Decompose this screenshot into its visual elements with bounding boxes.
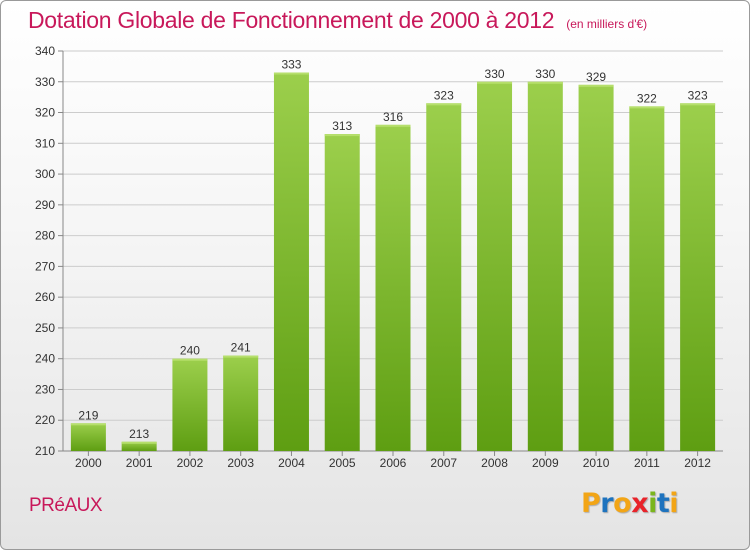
y-tick-label: 290 (35, 198, 55, 212)
value-label: 316 (383, 110, 403, 124)
y-tick-label: 250 (35, 321, 55, 335)
bar-2002 (172, 358, 208, 451)
axes: 210 220 230 240 250 260 270 280 290 300 310 320 330 3… (35, 44, 723, 470)
x-tick-label: 2002 (177, 456, 204, 470)
y-tick-label: 280 (35, 229, 55, 243)
x-tick-label: 2009 (532, 456, 559, 470)
x-tick-label: 2010 (583, 456, 610, 470)
chart-title: Dotation Globale de Fonctionnement de 20… (28, 7, 647, 34)
bar-top-edge (121, 441, 157, 444)
logo-letter: i (648, 488, 657, 519)
bar-2006 (375, 124, 411, 451)
y-tick-label: 310 (35, 136, 55, 150)
bar-top-edge (70, 423, 106, 426)
logo-letter: i (669, 488, 679, 519)
y-tick-label: 210 (35, 444, 55, 458)
y-tick-label: 320 (35, 106, 55, 120)
value-label: 240 (180, 344, 200, 358)
x-tick-label: 2005 (329, 456, 356, 470)
bar-top-edge (680, 103, 716, 106)
x-tick-label: 2006 (380, 456, 407, 470)
y-tick-label: 330 (35, 75, 55, 89)
x-tick-label: 2007 (430, 456, 457, 470)
bar-2001 (121, 441, 157, 451)
bar-top-edge (578, 84, 614, 87)
bar-2012 (680, 103, 716, 452)
x-tick-label: 2003 (227, 456, 254, 470)
x-tick-label: 2001 (126, 456, 153, 470)
proxiti-logo: Proxiti (581, 488, 679, 519)
value-label: 323 (688, 88, 708, 102)
value-label: 241 (231, 341, 251, 355)
y-tick-label: 270 (35, 259, 55, 273)
logo-letter: x (631, 488, 649, 519)
y-tick-label: 220 (35, 413, 55, 427)
y-tick-label: 240 (35, 352, 55, 366)
value-label: 313 (332, 119, 352, 133)
logo-letter: P (581, 488, 601, 519)
bar-2004 (273, 72, 309, 452)
logo-letter: o (613, 488, 632, 519)
x-tick-label: 2011 (634, 456, 660, 470)
bar-top-edge (172, 358, 208, 361)
bar-2007 (426, 103, 462, 452)
x-tick-label: 2000 (75, 456, 102, 470)
bar-2010 (578, 84, 614, 451)
bar-top-edge (273, 72, 309, 75)
bar-top-edge (223, 355, 259, 358)
value-label: 213 (129, 427, 149, 441)
value-label: 329 (586, 70, 606, 84)
logo-letter: t (656, 488, 670, 519)
value-label: 330 (485, 67, 505, 81)
value-label: 219 (78, 408, 98, 422)
value-label: 322 (637, 91, 657, 105)
bar-top-edge (324, 134, 360, 137)
logo-letter: r (600, 488, 614, 519)
x-tick-label: 2008 (481, 456, 508, 470)
bar-2011 (629, 106, 665, 451)
value-label: 333 (281, 58, 301, 72)
bars (70, 72, 716, 452)
y-tick-label: 230 (35, 382, 55, 396)
value-label: 330 (535, 67, 555, 81)
bar-top-edge (477, 81, 513, 84)
y-tick-label: 340 (35, 44, 55, 58)
bar-top-edge (527, 81, 563, 84)
value-label: 323 (434, 88, 454, 102)
x-tick-label: 2012 (684, 456, 711, 470)
value-labels: 219 213 240 241 333 313 316 323 330 330 329 322 323 (78, 58, 708, 441)
bar-top-edge (629, 106, 665, 109)
y-tick-label: 300 (35, 167, 55, 181)
x-tick-label: 2004 (278, 456, 305, 470)
commune-name: PRéAUX (29, 495, 103, 516)
bar-2005 (324, 134, 360, 452)
chart-title-text: Dotation Globale de Fonctionnement de 20… (28, 7, 555, 33)
bar-2008 (477, 81, 513, 452)
bar-2009 (527, 81, 563, 452)
bar-2003 (223, 355, 259, 451)
chart-subtitle: (en milliers d'€) (566, 17, 648, 31)
y-tick-label: 260 (35, 290, 55, 304)
bar-2000 (70, 423, 106, 451)
bar-top-edge (426, 103, 462, 106)
bar-top-edge (375, 124, 411, 127)
